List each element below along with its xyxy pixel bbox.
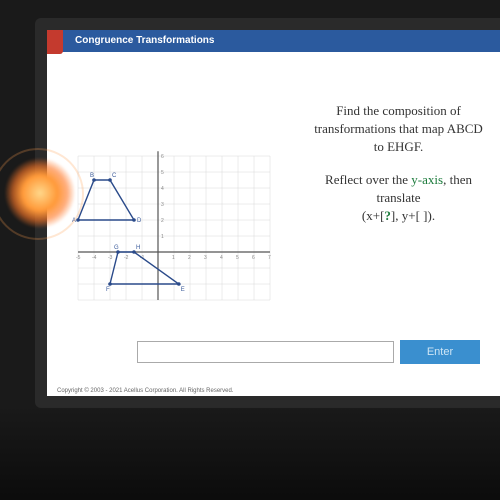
svg-text:5: 5 (161, 170, 164, 176)
answer-row: Enter (137, 340, 480, 364)
header-bar: Congruence Transformations (47, 30, 500, 52)
svg-text:B: B (90, 173, 94, 179)
reflect-prefix: Reflect over the (325, 172, 411, 187)
page-title: Congruence Transformations (75, 35, 214, 46)
copyright-footer: Copyright © 2003 - 2021 Acellus Corporat… (57, 388, 234, 394)
svg-text:6: 6 (252, 255, 255, 261)
enter-button[interactable]: Enter (400, 340, 480, 364)
instruction-panel: Find the composition of transformations … (312, 72, 485, 386)
svg-text:1: 1 (172, 255, 175, 261)
answer-input[interactable] (137, 341, 394, 363)
app-screen: Congruence Transformations -5-4-3-2-1123… (47, 30, 500, 396)
svg-text:2: 2 (188, 255, 191, 261)
app-logo-icon (47, 30, 63, 54)
svg-text:-3: -3 (108, 255, 113, 261)
svg-text:-4: -4 (92, 255, 97, 261)
svg-text:7: 7 (268, 255, 271, 261)
svg-text:G: G (114, 245, 119, 251)
translate-prefix: (x+[ (362, 208, 385, 223)
svg-text:3: 3 (161, 202, 164, 208)
svg-text:6: 6 (161, 154, 164, 160)
svg-text:E: E (181, 287, 185, 293)
axis-highlight: y-axis (411, 172, 443, 187)
coordinate-graph: -5-4-3-2-11234567123456 ABCDEFGH (62, 72, 302, 332)
instruction-text-2: Reflect over the y-axis, then translate … (312, 171, 485, 226)
svg-text:H: H (136, 245, 140, 251)
monitor-bezel: Congruence Transformations -5-4-3-2-1123… (35, 18, 500, 408)
svg-text:2: 2 (161, 218, 164, 224)
translate-suffix: ], y+[ ]). (391, 208, 435, 223)
svg-text:1: 1 (161, 234, 164, 240)
svg-text:-2: -2 (124, 255, 129, 261)
instruction-text-1: Find the composition of transformations … (312, 102, 485, 157)
svg-text:C: C (112, 173, 117, 179)
svg-text:5: 5 (236, 255, 239, 261)
svg-text:D: D (137, 218, 142, 224)
svg-text:3: 3 (204, 255, 207, 261)
camera-reflection-overlay (0, 405, 500, 500)
svg-text:4: 4 (161, 186, 164, 192)
svg-text:F: F (106, 287, 110, 293)
graph-svg: -5-4-3-2-11234567123456 ABCDEFGH (62, 72, 302, 332)
svg-text:4: 4 (220, 255, 223, 261)
svg-text:A: A (72, 218, 76, 224)
svg-text:-5: -5 (76, 255, 81, 261)
